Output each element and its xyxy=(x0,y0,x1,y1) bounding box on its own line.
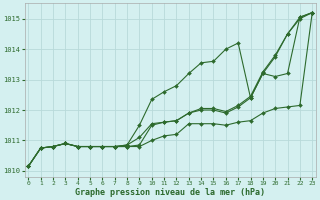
X-axis label: Graphe pression niveau de la mer (hPa): Graphe pression niveau de la mer (hPa) xyxy=(75,188,265,197)
